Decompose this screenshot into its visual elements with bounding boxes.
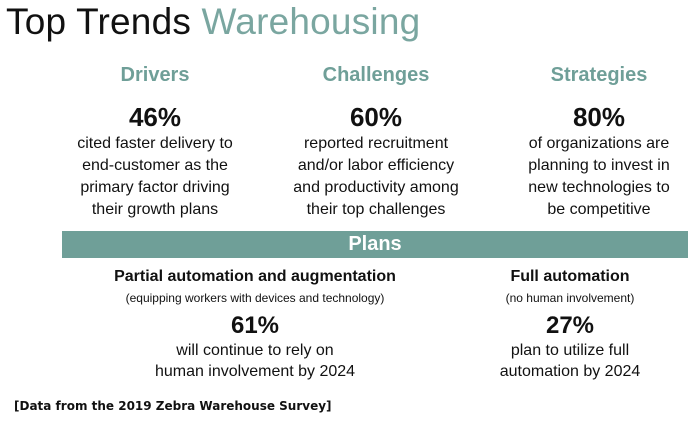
description-line: new technologies to: [528, 179, 670, 196]
full-automation-subheading: (no human involvement): [505, 291, 635, 305]
description-line: will continue to rely on: [176, 342, 334, 359]
description-line: plan to utilize full: [510, 342, 630, 359]
challenges-description: reported recruitment and/or labor effici…: [266, 133, 486, 221]
strategies-description: of organizations are planning to invest …: [489, 133, 700, 221]
drivers-column: Drivers 46% cited faster delivery to end…: [45, 62, 265, 221]
drivers-percent: 46%: [128, 102, 182, 132]
challenges-column: Challenges 60% reported recruitment and/…: [266, 62, 486, 221]
partial-automation-section: Partial automation and augmentation (equ…: [95, 266, 415, 382]
title-accent: Warehousing: [201, 1, 421, 42]
description-line: be competitive: [547, 201, 651, 218]
source-footnote: [Data from the 2019 Zebra Warehouse Surv…: [14, 399, 332, 413]
strategies-heading: Strategies: [550, 64, 648, 86]
partial-automation-percent: 61%: [230, 312, 280, 339]
description-line: planning to invest in: [528, 157, 670, 174]
drivers-description: cited faster delivery to end-customer as…: [45, 133, 265, 221]
plans-banner: Plans: [62, 231, 688, 258]
full-automation-description: plan to utilize full automation by 2024: [470, 340, 670, 382]
description-line: their growth plans: [91, 201, 219, 218]
description-line: of organizations are: [528, 135, 670, 152]
partial-automation-description: will continue to rely on human involveme…: [95, 340, 415, 382]
description-line: their top challenges: [306, 201, 446, 218]
description-line: primary factor driving: [80, 179, 230, 196]
strategies-percent: 80%: [572, 102, 626, 132]
title-main: Top Trends: [6, 1, 192, 42]
description-line: and productivity among: [293, 179, 459, 196]
drivers-heading: Drivers: [120, 64, 190, 86]
partial-automation-heading: Partial automation and augmentation: [114, 268, 396, 285]
page-title: Top Trends Warehousing: [6, 0, 420, 44]
strategies-column: Strategies 80% of organizations are plan…: [489, 62, 700, 221]
description-line: reported recruitment: [303, 135, 449, 152]
description-line: and/or labor efficiency: [297, 157, 455, 174]
description-line: cited faster delivery to: [77, 135, 233, 152]
full-automation-section: Full automation (no human involvement) 2…: [470, 266, 670, 382]
challenges-percent: 60%: [349, 102, 403, 132]
description-line: end-customer as the: [82, 157, 228, 174]
challenges-heading: Challenges: [322, 64, 430, 86]
description-line: human involvement by 2024: [154, 363, 356, 380]
full-automation-percent: 27%: [545, 312, 595, 339]
full-automation-heading: Full automation: [510, 268, 630, 285]
partial-automation-subheading: (equipping workers with devices and tech…: [125, 291, 385, 305]
description-line: automation by 2024: [499, 363, 641, 380]
